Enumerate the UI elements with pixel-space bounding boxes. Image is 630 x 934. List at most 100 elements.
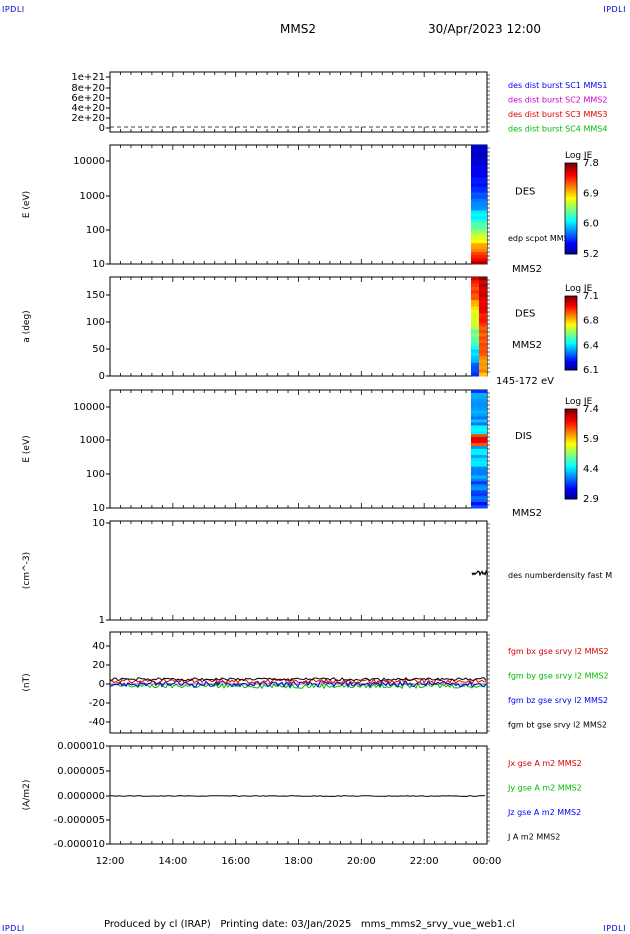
x-tick-label: 20:00 [347,856,376,867]
colorbar-cell [565,429,577,432]
corner-mark-top-right: IPDLI [603,5,626,14]
colorbar-cell [565,463,577,466]
colorbar-cell [565,301,577,304]
colorbar-cell [565,481,577,484]
spectrogram-cell [471,201,487,205]
series-legend-3: des dist burst SC3 MMS3 [508,110,607,119]
y-tick-label: 10 [92,503,105,514]
spectrogram-cell [471,246,487,250]
colorbar-cell [565,299,577,303]
corner-mark-bottom-left: IPDLI [2,924,25,933]
spectrogram-cell [471,469,487,474]
colorbar-cell [565,190,577,194]
colorbar-cell [565,415,577,419]
colorbar-cell [565,176,577,180]
colorbar-cell [565,231,577,235]
series-legend-1: des dist burst SC1 MMS1 [508,81,607,90]
colorbar-cell [565,458,577,462]
spectrogram-cell [471,343,479,347]
spectrogram-cell [471,310,479,314]
spectrogram-cell [471,410,487,415]
colorbar-cell [565,364,577,367]
spectrogram-cell [471,168,487,173]
spectrogram-cell [479,326,487,331]
colorbar-cell [565,431,577,435]
spectrogram-cell [471,258,487,262]
series-legend-current-2: Jy gse A m2 MMS2 [507,784,582,793]
colorbar-cell [565,183,577,187]
y-axis-label: E (eV) [22,191,32,218]
colorbar-cell [565,362,577,365]
spectrogram-cell [479,296,487,301]
series-legend-field-3: fgm bz gse srvy l2 MMS2 [508,696,608,705]
y-tick-label: 10 [92,259,105,270]
colorbar-cell [565,355,577,358]
spectrogram-cell [479,300,487,304]
spectrogram-cell [471,449,487,453]
spectrogram-cell [471,392,487,397]
spectrogram-cell [471,490,487,494]
series-legend-density: des numberdensity fast M [508,571,612,580]
spectrogram-cell [471,475,487,479]
spectrogram-cell [471,457,487,462]
colorbar-tick-label: 7.4 [583,404,599,415]
spectrogram-cell [471,234,487,238]
spectrogram-cell [471,174,487,179]
spectrogram-cell [479,349,487,354]
colorbar-cell [565,490,577,493]
colorbar-cell [565,169,577,173]
spectrogram-cell [471,487,487,491]
colorbar-cell [565,325,577,328]
colorbar-cell [565,308,577,312]
spectrogram-cell [471,419,487,423]
spectrogram-cell [471,240,487,244]
spectrogram-cell [471,463,487,468]
panel-6 [106,631,490,734]
y-tick-label: 0 [99,679,105,690]
colorbar-cell [565,329,577,332]
spectrogram-cell [479,343,487,347]
colorbar-cell [565,492,577,495]
spectrogram-cell [471,225,487,229]
spectrogram-cell [471,336,479,341]
colorbar-cell [565,178,577,182]
colorbar-tick-label: 7.1 [583,291,599,302]
x-tick-label: 22:00 [410,856,439,867]
series-legend-current-3: Jz gse A m2 MMS2 [507,808,581,817]
colorbar-cell [565,165,577,169]
spacecraft-title: MMS2 [280,22,316,36]
spectrogram-cell [471,366,479,370]
spectrogram-cell [471,180,487,185]
spectrogram-cell [479,319,487,324]
spectrogram-cell [479,316,487,321]
colorbar-cell [565,418,577,421]
colorbar-tick-label: 6.4 [583,340,599,351]
colorbar-cell [565,206,577,209]
spectrogram-cell [479,310,487,314]
spectrogram-cell [479,280,487,285]
panel-1 [106,71,490,133]
spectrogram-cell [471,243,487,247]
colorbar-tick-label: 6.0 [583,219,599,230]
y-axis-label: (A/m2) [22,780,32,811]
colorbar-cell [565,194,577,198]
spectrogram-cell [471,252,487,256]
colorbar-cell [565,476,577,480]
y-tick-label: 100 [86,225,105,236]
colorbar-tick-label: 5.2 [583,249,599,260]
spectrogram-cell [471,147,487,152]
spectrogram-cell [471,372,479,377]
y-axis-label: (cm^-3) [22,552,32,589]
colorbar-cell [565,314,577,317]
colorbar-cell [565,334,577,338]
colorbar-cell [565,478,577,482]
colorbar-cell [565,217,577,221]
y-tick-label: 50 [92,344,105,355]
spectrogram-cell [471,159,487,164]
colorbar-cell [565,357,577,360]
spectrogram-cell [471,472,487,477]
colorbar-cell [565,344,577,347]
spectrogram-cell [479,362,487,367]
colorbar-cell [565,323,577,327]
